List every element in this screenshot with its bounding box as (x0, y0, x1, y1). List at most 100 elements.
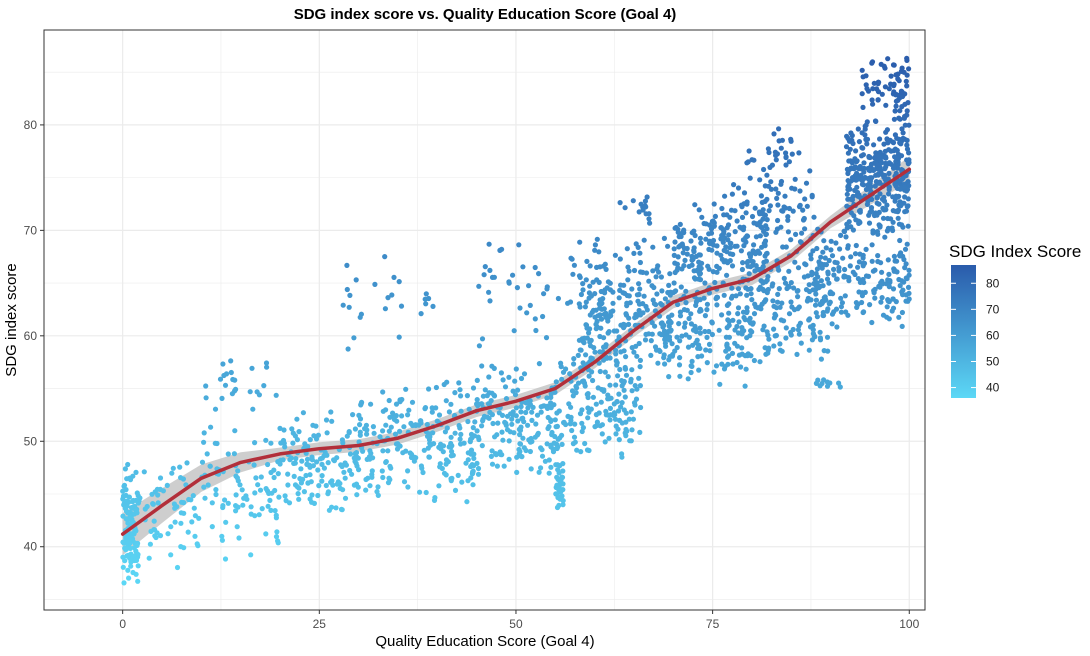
data-point (871, 290, 877, 296)
data-point (760, 286, 766, 292)
data-point (593, 321, 599, 327)
data-point (307, 496, 313, 502)
data-point (805, 298, 811, 304)
data-point (820, 309, 826, 316)
data-point (555, 462, 561, 468)
data-point (233, 508, 239, 514)
data-point (862, 132, 868, 138)
data-point (129, 516, 135, 522)
data-point (570, 441, 577, 447)
data-point (559, 474, 566, 480)
data-point (780, 244, 786, 250)
data-point (530, 404, 536, 410)
data-point (812, 280, 818, 286)
data-point (555, 467, 561, 473)
data-point (898, 167, 905, 173)
data-point (613, 382, 619, 388)
data-point (875, 253, 881, 259)
data-point (740, 260, 746, 266)
data-point (859, 67, 865, 73)
data-point (879, 171, 885, 177)
data-point (169, 470, 175, 476)
data-point (856, 139, 863, 145)
data-point (123, 533, 129, 540)
data-point (185, 529, 191, 535)
data-point (792, 259, 798, 265)
data-point (812, 276, 818, 282)
data-point (658, 274, 665, 280)
data-point (823, 245, 829, 251)
data-point (344, 433, 350, 439)
data-point (263, 531, 269, 537)
data-point (425, 445, 431, 451)
data-point (783, 150, 789, 156)
data-point (515, 418, 521, 424)
data-point (878, 299, 884, 305)
data-point (689, 358, 695, 364)
data-point (666, 282, 672, 288)
data-point (637, 364, 643, 370)
data-point (625, 264, 631, 270)
data-point (642, 337, 649, 343)
data-point (879, 269, 885, 275)
data-point (480, 418, 486, 424)
data-point (867, 302, 873, 308)
data-point (862, 289, 868, 295)
data-point (622, 364, 628, 371)
data-point (498, 370, 504, 376)
data-point (839, 300, 846, 306)
data-point (796, 331, 803, 337)
data-point (759, 301, 765, 307)
data-point (762, 241, 768, 247)
data-point (882, 155, 888, 161)
data-point (255, 482, 261, 488)
data-point (123, 547, 129, 553)
y-axis-ticks: 40 50 60 70 80 (24, 118, 44, 554)
y-axis-title: SDG index score (3, 263, 20, 376)
data-point (582, 383, 588, 389)
data-point (906, 160, 912, 166)
data-point (837, 384, 843, 390)
data-point (191, 505, 197, 511)
data-point (842, 266, 848, 273)
legend-ticks: 40 50 60 70 80 (951, 276, 1000, 395)
x-tick-label: 50 (509, 617, 523, 631)
data-point (177, 464, 183, 470)
data-point (752, 205, 758, 211)
data-point (408, 451, 415, 457)
data-point (776, 286, 782, 292)
data-point (124, 516, 130, 522)
data-point (904, 83, 910, 89)
data-point (744, 233, 751, 239)
data-point (723, 334, 730, 340)
data-point (517, 441, 523, 447)
data-point (795, 306, 801, 312)
data-point (821, 238, 827, 244)
data-point (615, 408, 622, 414)
data-point (903, 298, 909, 304)
data-point (367, 448, 373, 454)
data-point (744, 308, 750, 314)
data-point (232, 388, 238, 394)
data-point (783, 325, 789, 331)
data-point (747, 175, 753, 181)
data-point (628, 379, 634, 385)
data-point (385, 448, 391, 454)
data-point (775, 299, 781, 305)
data-point (536, 469, 542, 475)
data-point (446, 444, 452, 450)
data-point (902, 194, 908, 200)
data-point (259, 506, 265, 512)
data-point (241, 495, 247, 501)
data-point (506, 456, 512, 462)
data-point (130, 473, 136, 479)
data-point (704, 307, 710, 313)
data-point (486, 415, 492, 421)
data-point (854, 304, 860, 310)
data-point (518, 404, 524, 410)
data-point (619, 454, 625, 460)
data-point (431, 497, 438, 503)
data-point (669, 341, 675, 347)
data-point (370, 424, 376, 430)
data-point (577, 347, 583, 353)
